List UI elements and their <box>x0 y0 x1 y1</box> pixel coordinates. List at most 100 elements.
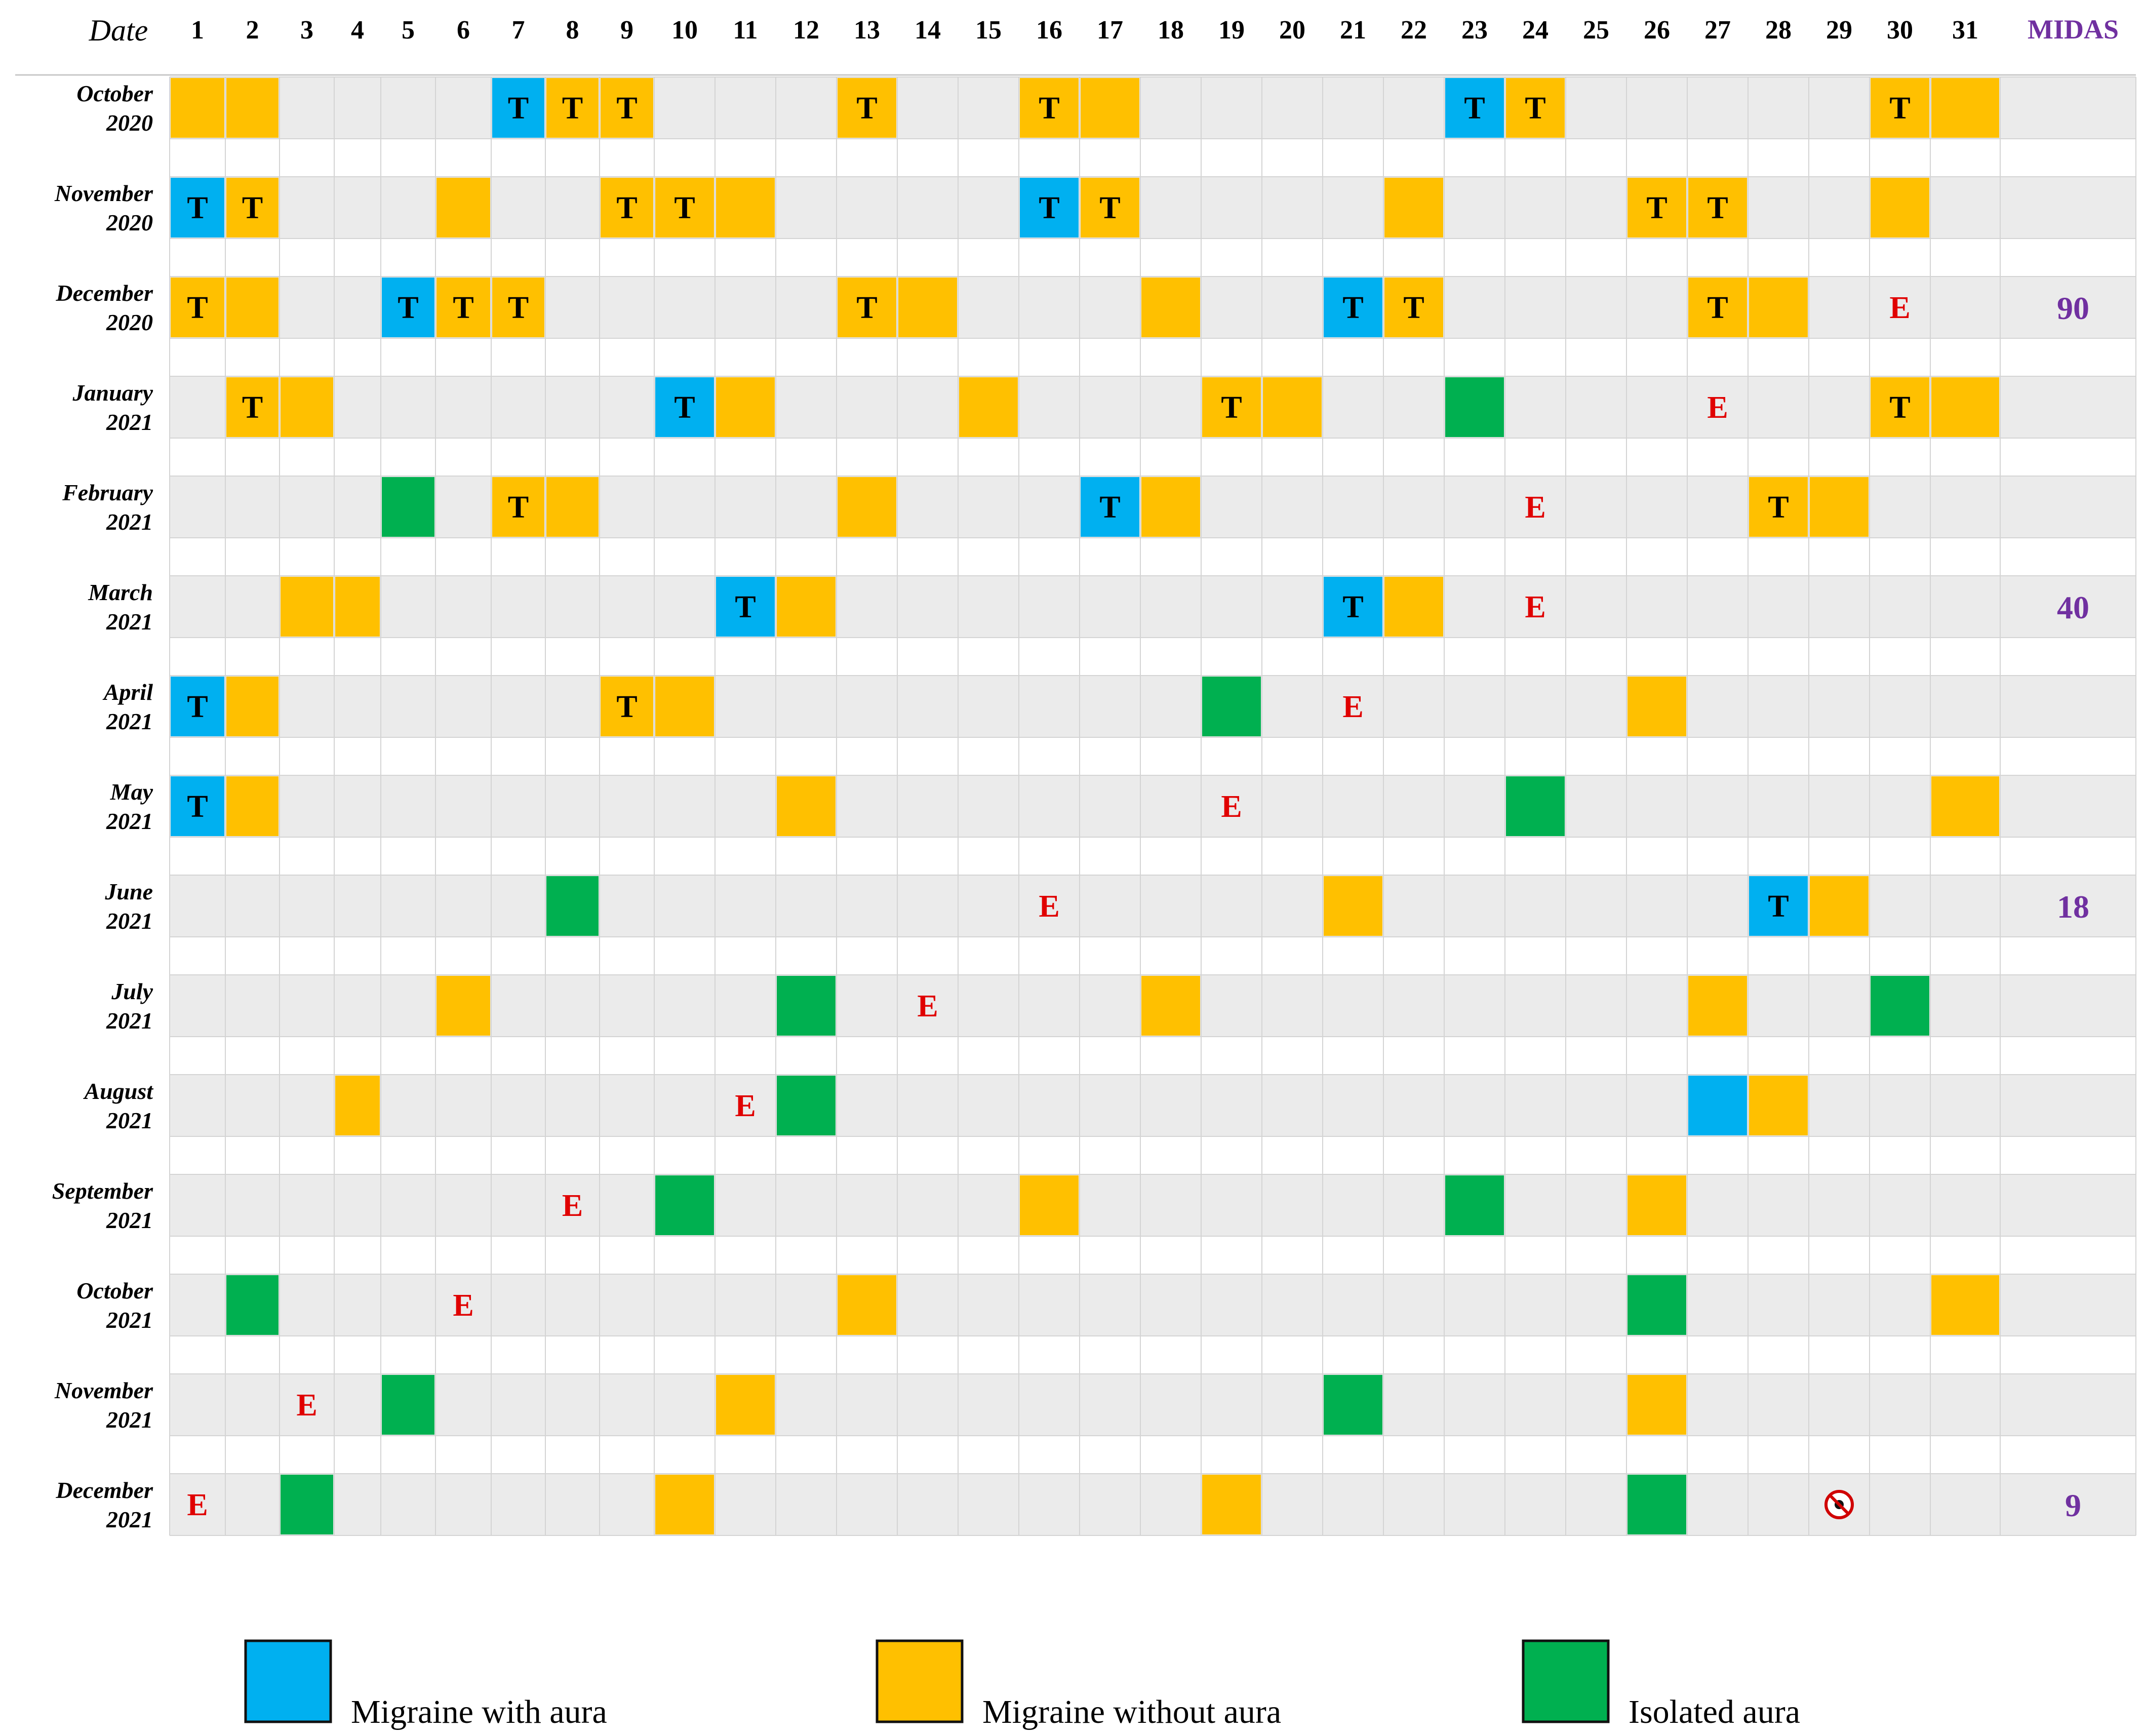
event-cell-february-2021-day-5 <box>382 477 434 537</box>
header-day-30: 30 <box>1887 16 1913 45</box>
event-cell-february-2021-day-7 <box>492 477 544 537</box>
row-gap-october-2020 <box>170 139 2136 177</box>
triptan-marker: T <box>1889 91 1910 126</box>
e-marker-october-2021: E <box>453 1288 473 1323</box>
event-cell-november-2020-day-27 <box>1688 178 1747 238</box>
row-label-year: 2021 <box>106 1407 153 1433</box>
legend-swatch-isolated-aura <box>1522 1639 1610 1723</box>
row-gap-february-2021 <box>170 538 2136 576</box>
event-cell-december-2020-day-13 <box>838 278 896 337</box>
event-cell-january-2021-day-11 <box>716 377 775 437</box>
header-day-16: 16 <box>1036 16 1062 45</box>
triptan-marker: T <box>242 390 263 425</box>
event-cell-january-2021-day-31 <box>1931 377 1999 437</box>
e-marker-december-2020: E <box>1889 291 1910 325</box>
triptan-marker: T <box>1707 191 1728 225</box>
row-band-january-2021 <box>170 376 2136 438</box>
header-midas-label: MIDAS <box>2028 14 2119 45</box>
row-band-november-2021 <box>170 1374 2136 1436</box>
event-cell-december-2020-day-21 <box>1324 278 1382 337</box>
row-gap-july-2021 <box>170 1037 2136 1075</box>
triptan-marker: T <box>508 91 529 126</box>
grid-layer <box>15 74 2136 1536</box>
event-cell-june-2021-day-28 <box>1749 876 1808 936</box>
triptan-marker: T <box>242 191 263 225</box>
header-day-26: 26 <box>1644 16 1670 45</box>
event-cell-november-2020-day-10 <box>655 178 714 238</box>
event-cell-october-2020-day-13 <box>838 78 896 138</box>
triptan-marker: T <box>1646 191 1667 225</box>
event-cell-december-2020-day-14 <box>898 278 957 337</box>
triptan-marker: T <box>1342 291 1363 325</box>
e-marker-april-2021: E <box>1342 690 1363 724</box>
event-cell-march-2021-day-11 <box>716 577 775 637</box>
row-band-june-2021 <box>170 875 2136 937</box>
event-cell-december-2020-day-27 <box>1688 278 1747 337</box>
e-marker-july-2021: E <box>917 989 938 1023</box>
triptan-marker: T <box>1464 91 1485 126</box>
triptan-marker: T <box>1039 191 1059 225</box>
event-cell-january-2021-day-20 <box>1263 377 1322 437</box>
e-marker-march-2021: E <box>1525 590 1545 624</box>
row-label-month: May <box>110 779 153 805</box>
no-symbol-icon <box>1824 1490 1854 1519</box>
event-cell-february-2021-day-28 <box>1749 477 1808 537</box>
event-cell-july-2021-day-27 <box>1688 976 1747 1036</box>
midas-value-june-2021: 18 <box>2057 889 2089 925</box>
header-day-11: 11 <box>733 16 758 45</box>
event-cell-june-2021-day-8 <box>546 876 599 936</box>
row-label-month: November <box>54 180 153 206</box>
event-cell-march-2021-day-21 <box>1324 577 1382 637</box>
row-label-year: 2021 <box>106 708 153 734</box>
row-gap-june-2021 <box>170 937 2136 975</box>
row-band-october-2020 <box>170 77 2136 139</box>
event-cell-december-2020-day-2 <box>226 278 279 337</box>
header-day-22: 22 <box>1401 16 1427 45</box>
header-day-19: 19 <box>1218 16 1245 45</box>
e-marker-december-2021: E <box>187 1488 208 1522</box>
header-day-31: 31 <box>1952 16 1978 45</box>
event-cell-july-2021-day-18 <box>1141 976 1200 1036</box>
header-day-24: 24 <box>1522 16 1549 45</box>
event-cell-december-2020-day-7 <box>492 278 544 337</box>
event-cell-january-2021-day-19 <box>1202 377 1261 437</box>
event-cell-december-2020-day-28 <box>1749 278 1808 337</box>
event-cell-august-2021-day-12 <box>777 1076 836 1135</box>
row-gap-september-2021 <box>170 1236 2136 1274</box>
event-cell-april-2021-day-9 <box>601 677 653 736</box>
row-label-month: August <box>83 1078 153 1104</box>
event-cell-october-2020-day-8 <box>546 78 599 138</box>
triptan-marker: T <box>508 291 529 325</box>
triptan-marker: T <box>562 91 583 126</box>
triptan-marker: T <box>1525 91 1545 126</box>
row-label-year: 2021 <box>106 509 153 535</box>
triptan-marker: T <box>1221 390 1242 425</box>
event-cell-november-2020-day-22 <box>1384 178 1443 238</box>
event-cell-april-2021-day-10 <box>655 677 714 736</box>
row-label-month: March <box>88 579 153 605</box>
event-cell-march-2021-day-3 <box>281 577 333 637</box>
event-cell-march-2021-day-22 <box>1384 577 1443 637</box>
event-cell-april-2021-day-26 <box>1627 677 1686 736</box>
header-day-17: 17 <box>1097 16 1123 45</box>
event-cell-march-2021-day-4 <box>335 577 380 637</box>
triptan-marker: T <box>1403 291 1424 325</box>
header-day-5: 5 <box>402 16 415 45</box>
header-day-23: 23 <box>1461 16 1488 45</box>
event-cell-november-2021-day-21 <box>1324 1375 1382 1435</box>
row-label-month: September <box>52 1178 153 1204</box>
row-label-year: 2020 <box>106 210 153 235</box>
event-cell-december-2020-day-1 <box>171 278 224 337</box>
e-marker-august-2021: E <box>735 1089 756 1123</box>
row-band-november-2020 <box>170 177 2136 239</box>
row-label-year: 2021 <box>106 1008 153 1034</box>
row-band-december-2021 <box>170 1474 2136 1535</box>
row-label-month: October <box>76 81 153 106</box>
row-gap-october-2021 <box>170 1336 2136 1374</box>
event-cell-december-2021-day-10 <box>655 1475 714 1534</box>
triptan-marker: T <box>856 291 877 325</box>
event-cell-january-2021-day-3 <box>281 377 333 437</box>
row-label-month: October <box>76 1278 153 1304</box>
event-cell-january-2021-day-30 <box>1871 377 1929 437</box>
row-label-year: 2021 <box>106 1307 153 1333</box>
